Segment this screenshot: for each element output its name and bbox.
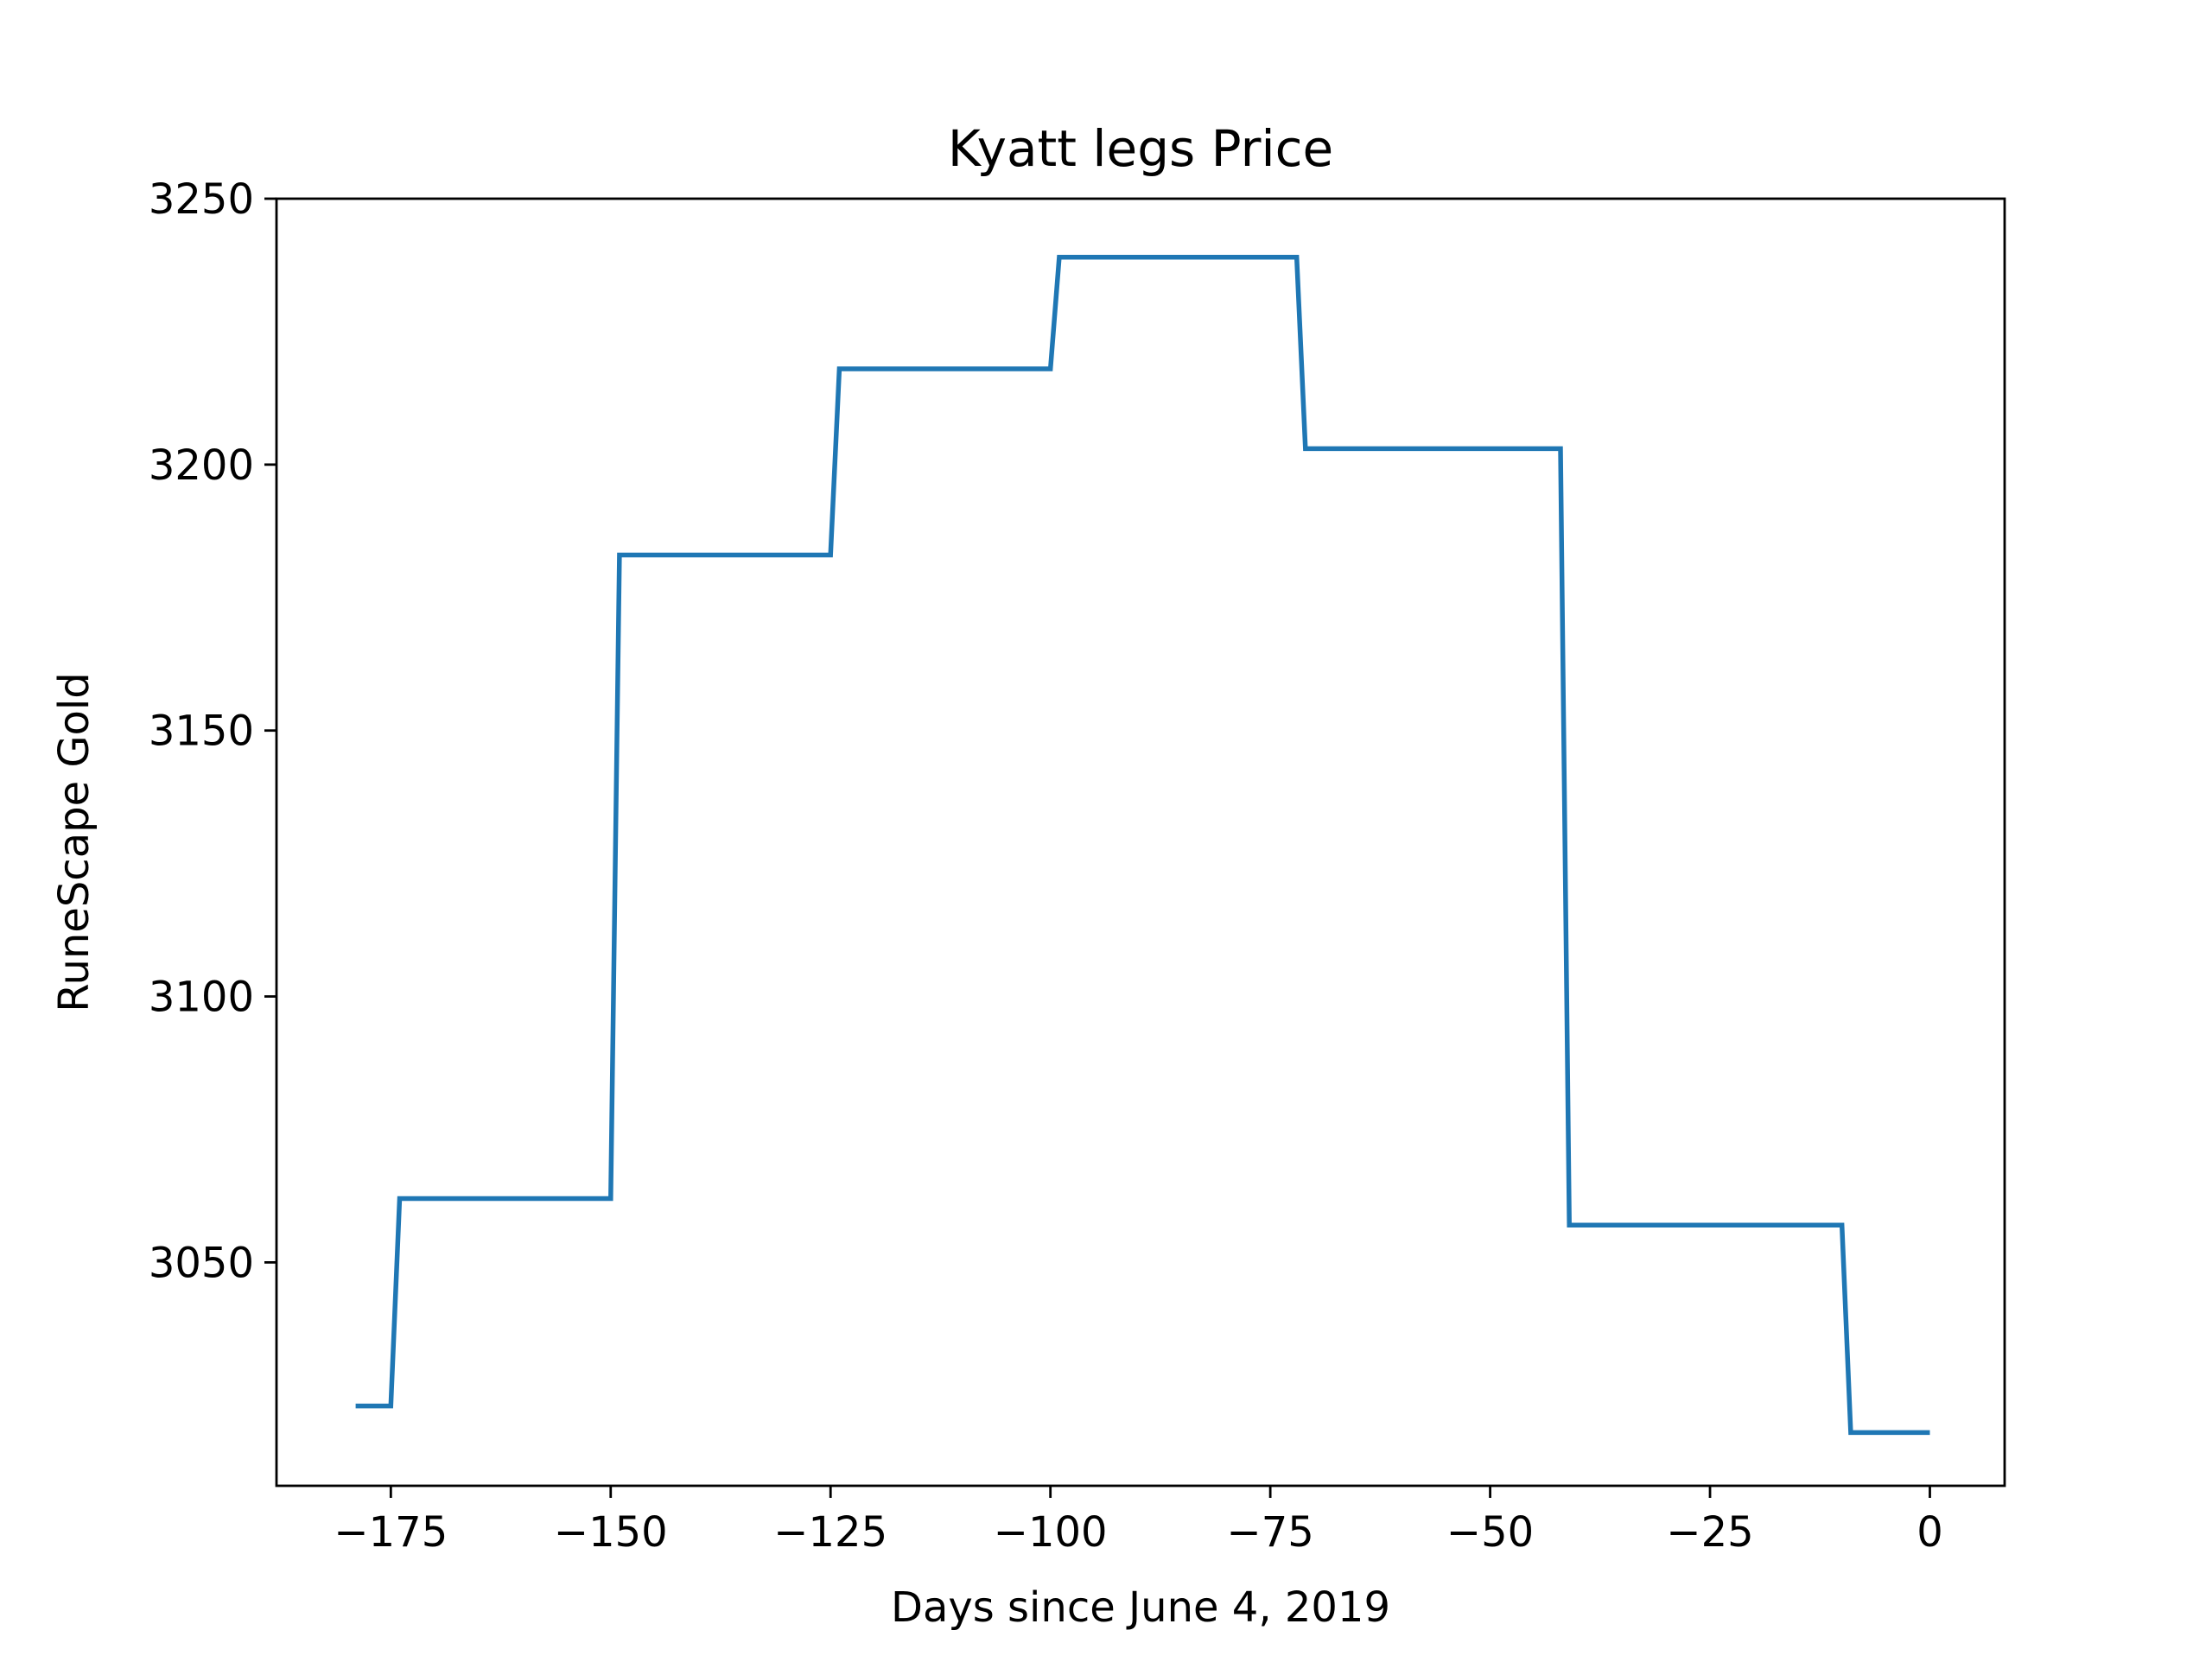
y-tick-label: 3100 bbox=[149, 974, 254, 1022]
x-tick-label: −150 bbox=[554, 1508, 668, 1557]
x-tick-label: −50 bbox=[1446, 1508, 1534, 1557]
x-tick-label: −25 bbox=[1666, 1508, 1753, 1557]
x-tick-label: 0 bbox=[1916, 1508, 1943, 1557]
y-axis-ticks: 3050 3100 3150 3200 3250 bbox=[149, 175, 276, 1287]
y-tick-label: 3250 bbox=[149, 175, 254, 224]
x-tick-label: −175 bbox=[334, 1508, 448, 1557]
y-tick-label: 3050 bbox=[149, 1239, 254, 1287]
y-tick-label: 3150 bbox=[149, 707, 254, 756]
x-axis-ticks: −175 −150 −125 −100 −75 −50 −25 0 bbox=[334, 1486, 1943, 1557]
y-tick-label: 3200 bbox=[149, 441, 254, 490]
x-axis-label: Days since June 4, 2019 bbox=[891, 1583, 1390, 1632]
y-axis-label: RuneScape Gold bbox=[50, 672, 99, 1012]
x-tick-label: −75 bbox=[1226, 1508, 1313, 1557]
plot-area-frame bbox=[275, 197, 2006, 1488]
x-tick-label: −100 bbox=[994, 1508, 1108, 1557]
price-series-line bbox=[355, 254, 1930, 1436]
chart-title: Kyatt legs Price bbox=[948, 119, 1333, 178]
x-tick-label: −125 bbox=[773, 1508, 887, 1557]
